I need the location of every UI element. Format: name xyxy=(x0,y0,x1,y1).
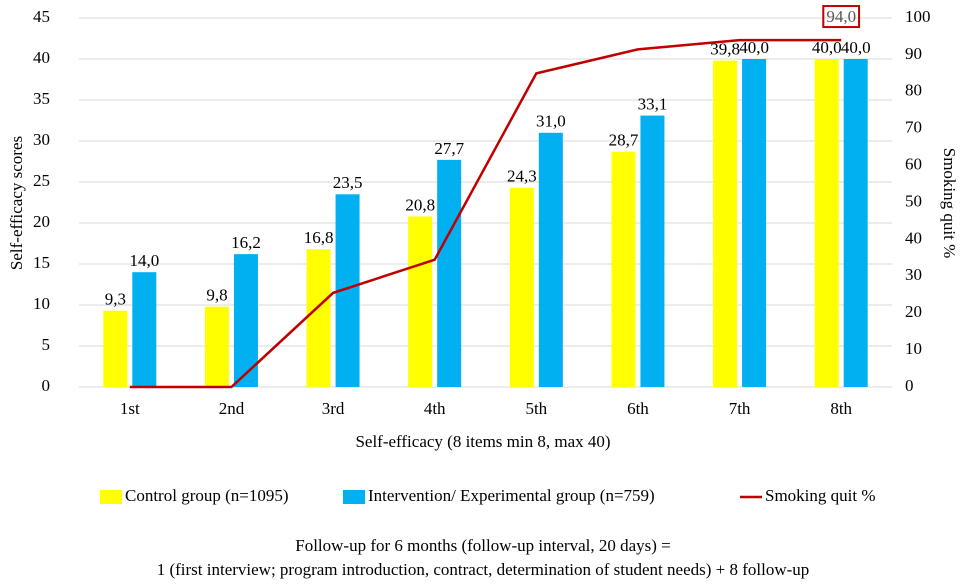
data-label: 28,7 xyxy=(609,131,639,150)
data-label: 23,5 xyxy=(333,173,363,192)
footnote: 1 (first interview; program introduction… xyxy=(157,560,810,579)
y-tick-label: 40 xyxy=(33,48,50,67)
bar xyxy=(742,59,767,387)
x-tick-label: 7th xyxy=(729,399,751,418)
bar xyxy=(306,249,331,387)
y-tick-label: 15 xyxy=(33,253,50,272)
x-tick-label: 1st xyxy=(120,399,140,418)
data-label: 33,1 xyxy=(638,94,668,113)
y-tick-label: 35 xyxy=(33,89,50,108)
y-tick-label: 30 xyxy=(33,130,50,149)
data-label: 94,0 xyxy=(826,7,856,26)
y2-tick-label: 90 xyxy=(905,44,922,63)
y-tick-label: 45 xyxy=(33,7,50,26)
data-label: 9,3 xyxy=(105,290,126,309)
y2-tick-label: 80 xyxy=(905,81,922,100)
y2-axis-title: Smoking quit % xyxy=(940,148,959,259)
y2-tick-label: 10 xyxy=(905,339,922,358)
y-tick-label: 25 xyxy=(33,171,50,190)
data-label: 16,8 xyxy=(304,228,334,247)
data-label: 9,8 xyxy=(206,286,227,305)
legend-label: Smoking quit % xyxy=(765,486,876,505)
footnote: Follow-up for 6 months (follow-up interv… xyxy=(295,536,671,555)
label-box xyxy=(822,5,861,29)
legend-swatch xyxy=(100,490,122,504)
bar xyxy=(843,59,868,387)
bar xyxy=(132,272,157,387)
data-label: 39,8 xyxy=(710,40,740,59)
bar xyxy=(204,306,229,387)
legend-label: Control group (n=1095) xyxy=(125,486,289,505)
bar xyxy=(640,115,665,387)
data-label: 24,3 xyxy=(507,167,537,186)
y2-tick-label: 70 xyxy=(905,118,922,137)
x-axis-title: Self-efficacy (8 items min 8, max 40) xyxy=(355,432,610,451)
x-tick-label: 8th xyxy=(830,399,852,418)
bar xyxy=(713,60,738,387)
data-label: 27,7 xyxy=(434,139,464,158)
x-tick-label: 5th xyxy=(525,399,547,418)
y-tick-label: 10 xyxy=(33,294,50,313)
data-label: 40,0 xyxy=(841,38,871,57)
y2-tick-label: 40 xyxy=(905,228,922,247)
bar xyxy=(437,159,462,387)
data-label: 31,0 xyxy=(536,112,566,131)
x-tick-label: 3rd xyxy=(322,399,345,418)
y2-tick-label: 100 xyxy=(905,7,931,26)
bar xyxy=(408,216,433,387)
legend-label: Intervention/ Experimental group (n=759) xyxy=(368,486,655,505)
y2-tick-label: 60 xyxy=(905,155,922,174)
bar xyxy=(509,187,534,387)
data-label: 16,2 xyxy=(231,233,261,252)
legend-swatch xyxy=(343,490,365,504)
bar xyxy=(538,132,563,387)
line xyxy=(129,38,842,389)
y-tick-label: 5 xyxy=(42,335,51,354)
x-tick-label: 4th xyxy=(424,399,446,418)
bar xyxy=(814,59,839,387)
y2-tick-label: 50 xyxy=(905,191,922,210)
bar xyxy=(611,151,636,387)
bar xyxy=(103,310,128,387)
x-tick-label: 2nd xyxy=(219,399,245,418)
data-label: 40,0 xyxy=(812,38,842,57)
data-label: 40,0 xyxy=(739,38,769,57)
x-tick-label: 6th xyxy=(627,399,649,418)
data-label: 20,8 xyxy=(405,195,435,214)
y2-tick-label: 0 xyxy=(905,376,914,395)
y2-tick-label: 20 xyxy=(905,302,922,321)
data-label: 14,0 xyxy=(129,251,159,270)
y-tick-label: 20 xyxy=(33,212,50,231)
y-tick-label: 0 xyxy=(42,376,51,395)
y-axis-title: Self-efficacy scores xyxy=(7,136,26,270)
y2-tick-label: 30 xyxy=(905,265,922,284)
